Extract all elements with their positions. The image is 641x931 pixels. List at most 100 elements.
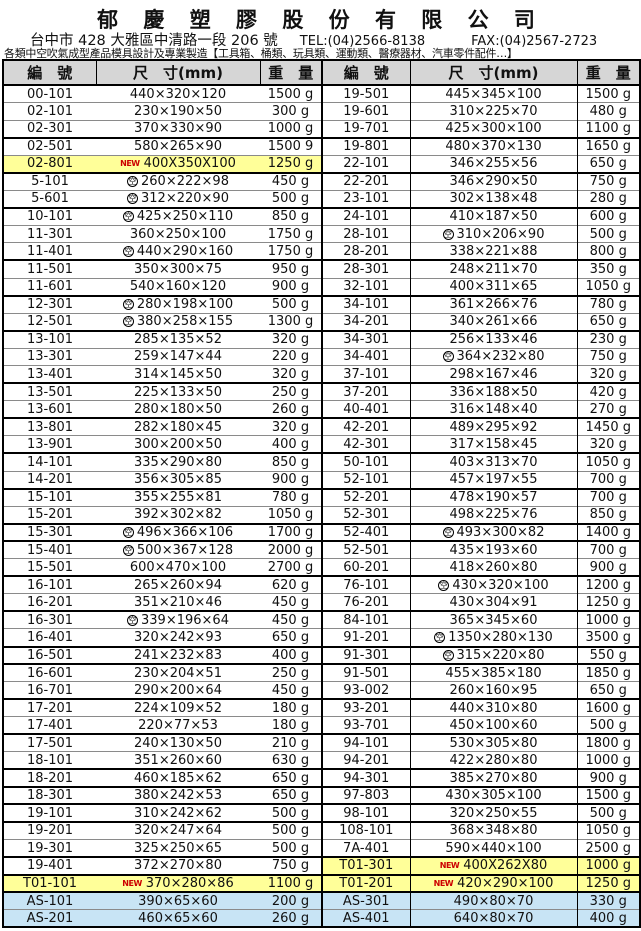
size-cell: 351×260×60 [96,751,260,770]
size-cell: 418×260×80 [409,558,577,577]
size-cell: 340×261×66 [409,312,577,331]
size-cell: 440×320×120 [96,84,260,103]
table-row: 15-501 600×470×100 2700 g 60-201 418×260×80 9… [3,558,640,577]
size-value: 435×193×60 [449,542,538,558]
part-number-cell: 11-401 [3,242,96,261]
size-cell: 400×311×65 [409,277,577,296]
part-number-cell: 52-201 [321,487,410,507]
circled-air-icon: 空 [442,526,454,538]
weight-cell: 650 g [260,768,322,787]
size-value: 1350×280×130 [448,629,553,645]
size-value: 496×366×106 [136,524,234,540]
size-value: 445×345×100 [445,86,542,102]
table-row: 02-501 580×265×90 1500 9 19-801 480×370×130 1… [3,136,640,156]
table-row: 16-701 290×200×64 450 g 93-002 260×160×95 650… [3,681,640,700]
size-cell: 478×190×57 [409,487,577,507]
part-number-cell: 97-803 [321,785,410,805]
part-number-cell: AS-101 [3,891,96,910]
size-cell: 385×270×80 [409,768,577,787]
size-value: 460×65×60 [138,910,218,926]
size-value: 380×258×155 [136,314,234,330]
table-row: 18-201 460×185×62 650 g 94-301 385×270×80 900… [3,768,640,787]
weight-cell: 650 g [260,628,322,647]
part-number-cell: 13-901 [3,435,96,454]
size-value: 282×180×45 [134,419,222,435]
weight-cell: 1750 g [260,242,322,261]
size-cell: 空 312×220×90 [96,189,260,208]
weight-cell: 1850 g [576,663,640,682]
table-row: 13-601 280×180×50 260 g 40-401 316×148×40 270… [3,400,640,419]
size-cell: 240×130×50 [96,733,260,752]
size-cell: 空 1350×280×130 [409,628,577,647]
size-cell: 320×247×64 [96,820,260,840]
weight-cell: 400 g [576,909,640,928]
part-number-cell: 37-201 [321,382,410,401]
table-row: 19-101 310×242×62 500 g 98-101 320×250×55 500… [3,803,640,822]
weight-cell: 620 g [260,575,322,594]
circled-air-icon: 空 [434,631,446,643]
size-value: 440×310×80 [449,700,538,716]
part-number-cell: 42-201 [321,417,410,436]
part-number-cell: 15-101 [3,487,96,507]
weight-cell: 320 g [260,329,322,349]
part-number-cell: 13-301 [3,347,96,366]
size-value: 400X350X100 [143,156,236,172]
size-cell: NEW 420×290×100 [409,873,577,893]
size-value: 335×290×80 [134,455,222,470]
size-cell: 336×188×50 [409,382,577,401]
weight-cell: 1050 g [260,505,322,524]
weight-cell: 500 g [260,189,322,208]
part-number-cell: 18-201 [3,768,96,787]
size-value: 240×130×50 [134,735,222,751]
circled-air-icon: 空 [122,316,134,328]
part-number-cell: 98-101 [321,803,410,822]
part-number-cell: 12-501 [3,312,96,331]
size-value: 351×210×46 [134,594,222,610]
weight-cell: 210 g [260,733,322,752]
part-number-cell: 16-601 [3,663,96,682]
table-row: 14-201 356×305×85 900 g 52-101 457×197×55 700… [3,470,640,489]
size-cell: 325×250×65 [96,839,260,858]
weight-cell: 850 g [260,206,322,226]
weight-cell: 270 g [576,400,640,419]
size-cell: 320×250×55 [409,803,577,822]
size-value: 422×280×80 [449,752,538,768]
size-value: 364×232×80 [456,349,545,365]
weight-cell: 420 g [576,382,640,401]
part-number-cell: 28-101 [321,224,410,243]
weight-cell: 1500 g [576,84,640,103]
weight-cell: 850 g [260,452,322,472]
part-number-cell: 02-801 [3,154,96,173]
size-cell: 空 430×320×100 [409,575,577,594]
part-number-cell: 19-301 [3,839,96,858]
weight-cell: 1000 g [576,610,640,629]
weight-cell: 280 g [576,189,640,208]
part-number-cell: 28-201 [321,242,410,261]
weight-cell: 1800 g [576,733,640,752]
part-number-cell: 7A-401 [321,839,410,858]
weight-cell: 260 g [260,400,322,419]
part-number-cell: 34-101 [321,294,410,314]
size-value: 390×65×60 [138,893,218,909]
weight-cell: 300 g [260,102,322,121]
size-cell: 590×440×100 [409,839,577,858]
size-cell: 314×145×50 [96,365,260,384]
company-title: 郁 慶 塑 膠 股 份 有 限 公 司 [97,8,544,32]
table-row: 13-801 282×180×45 320 g 42-201 489×295×92 145… [3,417,640,436]
weight-cell: 1050 g [576,820,640,840]
size-value: 460×185×62 [134,770,222,786]
circled-air-icon: 空 [122,211,134,223]
part-number-cell: 16-101 [3,575,96,594]
weight-cell: 500 g [260,803,322,822]
table-row: 17-401 220×77×53 180 g 93-701 450×100×60 500 … [3,716,640,735]
tel-number: TEL:(04)2566-8138 [299,34,426,49]
size-value: 230×190×50 [134,103,222,119]
size-cell: NEW 400X350X100 [96,154,260,173]
part-number-cell: 11-301 [3,224,96,243]
size-value: 440×320×120 [129,86,227,102]
table-row: 02-101 230×190×50 300 g 19-601 310×225×70 480… [3,102,640,121]
size-value: 430×304×91 [449,594,538,610]
size-value: 312×220×90 [141,191,229,207]
part-number-cell: 19-801 [321,136,410,156]
weight-cell: 600 g [576,206,640,226]
